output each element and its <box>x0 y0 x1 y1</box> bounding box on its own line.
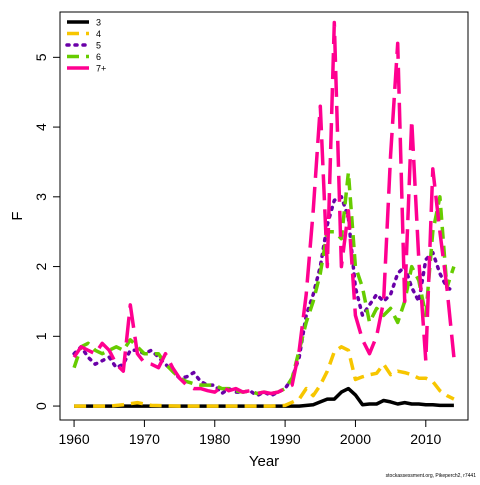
y-tick-label: 1 <box>33 332 49 340</box>
legend-label: 4 <box>96 29 101 39</box>
x-tick-label: 1980 <box>199 431 230 447</box>
legend-label: 6 <box>96 52 101 62</box>
y-tick-label: 0 <box>33 402 49 410</box>
series-layer <box>72 20 456 408</box>
series-line-4 <box>74 345 455 408</box>
x-axis: 1960 1970 1980 1990 2000 2010 <box>58 419 442 447</box>
y-axis-label: F <box>9 211 26 220</box>
x-tick-label: 2000 <box>340 431 371 447</box>
y-tick-label: 5 <box>33 53 49 61</box>
x-axis-label: Year <box>249 453 279 470</box>
x-tick-label: 2010 <box>410 431 441 447</box>
x-tick-label: 1960 <box>58 431 89 447</box>
y-tick-label: 3 <box>33 193 49 201</box>
legend: 34 56 7+ <box>65 18 106 74</box>
y-tick-label: 2 <box>33 262 49 270</box>
y-axis: 0 1 2 3 4 5 <box>33 53 61 410</box>
series-line-6 <box>72 170 456 396</box>
series-line-7plus <box>72 20 456 396</box>
x-tick-label: 1970 <box>129 431 160 447</box>
series-line-3 <box>74 386 454 408</box>
legend-label: 7+ <box>96 64 106 74</box>
x-tick-label: 1990 <box>270 431 301 447</box>
legend-label: 3 <box>96 18 101 28</box>
series-line-5 <box>72 195 456 398</box>
credit-text: stockassessment.org, Pikeperch2, r7441 <box>386 473 477 479</box>
y-tick-label: 4 <box>33 123 49 131</box>
legend-label: 5 <box>96 41 101 51</box>
